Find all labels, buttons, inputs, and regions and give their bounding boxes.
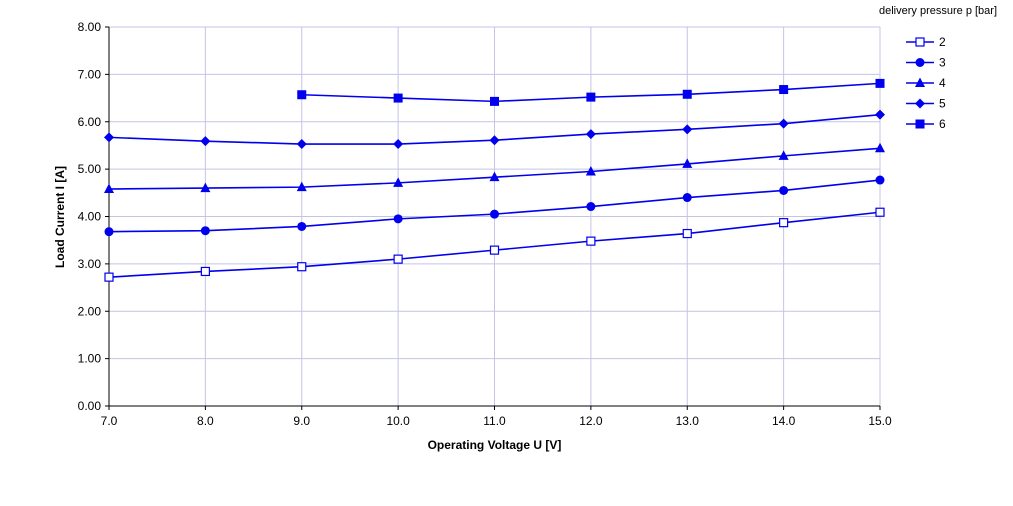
- data-point: [585, 165, 596, 176]
- data-point: [104, 272, 114, 282]
- data-point: [682, 193, 692, 203]
- series-5: [104, 109, 885, 150]
- x-tick-label: 8.0: [197, 414, 214, 428]
- data-point: [393, 139, 404, 150]
- data-point: [296, 181, 307, 192]
- data-point: [297, 262, 307, 272]
- data-point: [489, 245, 500, 255]
- data-point: [779, 185, 789, 195]
- series-4: [104, 142, 885, 194]
- legend-label: 5: [939, 97, 946, 111]
- x-tick-label: 9.0: [293, 414, 310, 428]
- legend-label: 6: [939, 117, 946, 131]
- y-tick-label: 5.00: [78, 162, 102, 176]
- legend-marker: [915, 98, 925, 109]
- legend-marker: [915, 77, 925, 87]
- data-point: [586, 92, 596, 102]
- data-point: [778, 150, 789, 160]
- data-point: [585, 129, 596, 140]
- axes: 7.0 8.0 9.0 10.0 11.0 12.0 13.0 14.0 15.0 0.00 1.0…: [78, 20, 892, 428]
- data-point: [393, 214, 403, 224]
- y-tick-label: 6.00: [78, 115, 102, 129]
- data-point: [490, 96, 499, 106]
- x-tick-label: 14.0: [772, 414, 796, 428]
- x-tick-label: 7.0: [101, 414, 118, 428]
- y-tick-label: 2.00: [78, 304, 102, 318]
- y-tick-label: 7.00: [78, 67, 102, 81]
- x-tick-label: 13.0: [676, 414, 700, 428]
- x-tick-label: 11.0: [483, 414, 506, 428]
- data-point: [875, 175, 885, 185]
- series-3: [104, 175, 885, 237]
- legend-item: 3: [906, 56, 946, 70]
- y-tick-label: 0.00: [78, 399, 102, 413]
- data-point: [779, 85, 789, 95]
- data-point: [489, 171, 500, 182]
- y-tick-label: 1.00: [78, 352, 102, 366]
- series-6: [297, 78, 885, 106]
- data-point: [393, 93, 403, 103]
- y-tick-label: 8.00: [78, 20, 102, 34]
- series-2: [104, 207, 885, 282]
- legend-label: 2: [939, 35, 946, 49]
- data-point: [297, 221, 307, 231]
- x-tick-label: 12.0: [579, 414, 603, 428]
- data-point: [586, 202, 596, 212]
- legend-item: 2: [906, 35, 946, 49]
- data-point: [682, 228, 692, 239]
- data-point: [875, 109, 885, 120]
- y-axis-title: Load Current I [A]: [53, 166, 67, 268]
- legend-title: delivery pressure p [bar]: [879, 5, 997, 17]
- data-point: [393, 254, 403, 264]
- legend-label: 3: [939, 56, 946, 70]
- data-point: [297, 90, 307, 100]
- data-point: [104, 132, 114, 143]
- data-point: [200, 182, 211, 193]
- data-point: [778, 118, 789, 129]
- data-point: [490, 209, 499, 219]
- legend-item: 6: [906, 117, 946, 131]
- data-point: [393, 177, 404, 187]
- legend: delivery pressure p [bar] 2 3 4 5 6: [879, 5, 997, 131]
- data-point: [200, 266, 210, 277]
- legend-marker: [915, 37, 925, 47]
- legend-label: 4: [939, 76, 946, 90]
- data-point: [586, 236, 596, 246]
- data-point: [875, 78, 885, 88]
- data-point: [682, 124, 693, 135]
- data-point: [296, 139, 307, 150]
- legend-marker: [915, 119, 925, 129]
- data-point: [104, 227, 114, 237]
- x-axis-title: Operating Voltage U [V]: [428, 438, 562, 452]
- data-point: [489, 135, 500, 146]
- data-point: [875, 207, 885, 217]
- legend-marker: [915, 58, 925, 67]
- y-tick-label: 4.00: [78, 210, 102, 224]
- x-tick-label: 15.0: [868, 414, 892, 428]
- data-point: [200, 226, 210, 236]
- legend-item: 4: [906, 76, 946, 90]
- legend-item: 5: [906, 97, 946, 111]
- data-point: [875, 142, 885, 153]
- x-tick-label: 10.0: [386, 414, 410, 428]
- y-tick-label: 3.00: [78, 257, 102, 271]
- data-point: [682, 89, 692, 99]
- series-group: [104, 78, 885, 282]
- data-point: [104, 183, 114, 194]
- data-point: [682, 158, 693, 168]
- data-point: [779, 218, 789, 228]
- data-point: [200, 136, 211, 147]
